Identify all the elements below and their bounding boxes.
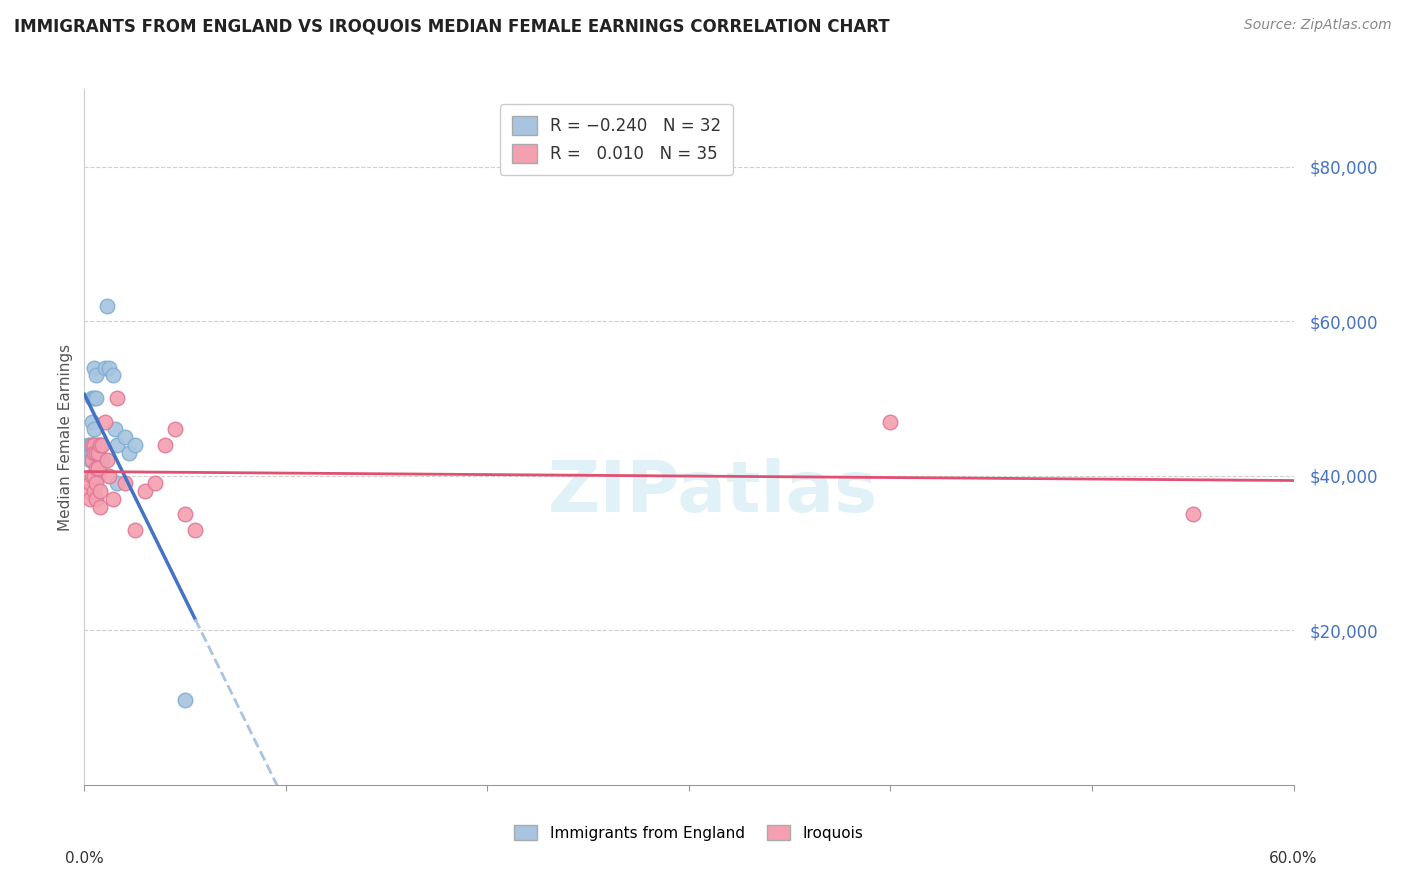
Point [153, 438, 176, 452]
Point [101, 368, 124, 383]
Point [114, 430, 136, 444]
Point [82, 453, 104, 467]
Point [87, 453, 110, 467]
Point [143, 476, 166, 491]
Point [79, 491, 101, 506]
Point [124, 438, 146, 452]
Point [174, 693, 197, 707]
Point [82, 445, 104, 459]
Text: IMMIGRANTS FROM ENGLAND VS IROQUOIS MEDIAN FEMALE EARNINGS CORRELATION CHART: IMMIGRANTS FROM ENGLAND VS IROQUOIS MEDI… [14, 18, 890, 36]
Point [83, 422, 105, 436]
Point [87, 438, 110, 452]
Point [91, 438, 114, 452]
Point [86, 461, 108, 475]
Point [82, 438, 104, 452]
Point [86, 392, 108, 406]
Point [77, 438, 100, 452]
Point [89, 438, 111, 452]
Point [89, 438, 111, 452]
Point [114, 476, 136, 491]
Point [87, 461, 110, 475]
Point [184, 523, 207, 537]
Point [105, 476, 128, 491]
Point [79, 476, 101, 491]
Point [89, 500, 111, 514]
Point [89, 461, 111, 475]
Point [93, 415, 115, 429]
Point [83, 438, 105, 452]
Point [79, 438, 101, 452]
Point [91, 453, 114, 467]
Point [165, 422, 187, 436]
Point [77, 484, 100, 499]
Point [174, 508, 197, 522]
Point [87, 468, 110, 483]
Point [93, 360, 115, 375]
Point [96, 299, 118, 313]
Point [105, 438, 128, 452]
Point [97, 468, 120, 483]
Point [101, 491, 124, 506]
Point [83, 392, 105, 406]
Point [83, 445, 105, 459]
Y-axis label: Median Female Earnings: Median Female Earnings [58, 343, 73, 531]
Text: 0.0%: 0.0% [65, 851, 104, 865]
Point [82, 468, 104, 483]
Point [879, 415, 901, 429]
Point [105, 392, 128, 406]
Point [86, 438, 108, 452]
Point [83, 484, 105, 499]
Legend: Immigrants from England, Iroquois: Immigrants from England, Iroquois [509, 819, 869, 847]
Point [86, 445, 108, 459]
Point [83, 360, 105, 375]
Point [86, 491, 108, 506]
Point [86, 368, 108, 383]
Point [1181, 508, 1204, 522]
Point [83, 468, 105, 483]
Point [83, 438, 105, 452]
Text: 60.0%: 60.0% [1270, 851, 1317, 865]
Point [124, 523, 146, 537]
Text: Source: ZipAtlas.com: Source: ZipAtlas.com [1244, 18, 1392, 32]
Point [79, 453, 101, 467]
Point [86, 476, 108, 491]
Point [82, 438, 104, 452]
Point [134, 484, 156, 499]
Point [82, 415, 104, 429]
Point [96, 453, 118, 467]
Point [89, 484, 111, 499]
Point [82, 392, 104, 406]
Point [97, 360, 120, 375]
Point [86, 453, 108, 467]
Point [118, 445, 141, 459]
Text: ZIPatlas: ZIPatlas [548, 458, 879, 527]
Point [104, 422, 127, 436]
Point [87, 445, 110, 459]
